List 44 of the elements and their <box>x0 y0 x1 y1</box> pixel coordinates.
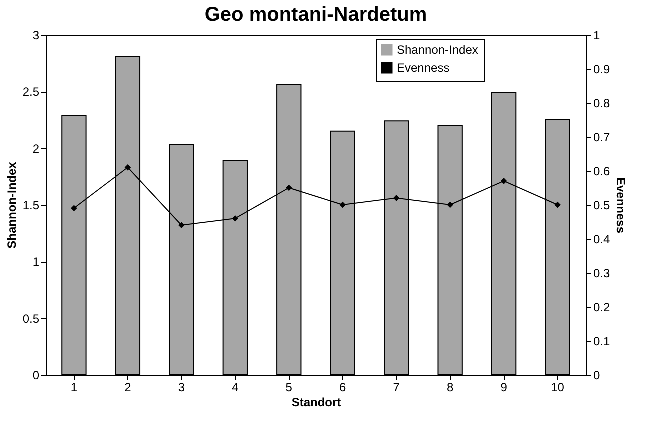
x-tick-label: 7 <box>393 380 400 394</box>
y2-tick-label: 0.1 <box>594 334 611 348</box>
chart-title: Geo montani-Nardetum <box>204 4 428 26</box>
y2-tick-label: 0.8 <box>594 96 611 110</box>
y2-tick-label: 0 <box>594 368 600 382</box>
y2-tick-label: 1 <box>594 28 600 42</box>
y2-tick-label: 0.4 <box>594 232 611 246</box>
y2-tick-label: 0.9 <box>594 62 611 76</box>
legend-label: Shannon-Index <box>397 43 478 57</box>
point <box>124 164 132 171</box>
y2-tick-label: 0.6 <box>594 164 611 178</box>
x-tick-label: 10 <box>551 380 565 394</box>
y-tick-label: 3 <box>32 28 40 42</box>
y-tick-label: 0 <box>32 368 40 382</box>
y-tick-label: 2 <box>32 142 40 156</box>
x-axis-title: Standort <box>292 396 342 410</box>
x-tick-label: 5 <box>286 380 293 394</box>
y2-tick-label: 0.3 <box>594 266 611 280</box>
point <box>178 222 185 229</box>
x-tick-label: 8 <box>446 380 454 394</box>
x-tick-label: 1 <box>70 380 78 394</box>
y2-tick-label: 0.2 <box>594 300 611 314</box>
point <box>286 184 292 192</box>
y2-axis-title: Evenness <box>614 177 628 234</box>
y-tick-label: 1 <box>32 255 40 270</box>
x-tick-label: 3 <box>178 380 186 394</box>
point <box>232 215 239 222</box>
y2-tick-label: 0.7 <box>594 130 611 144</box>
y-tick-label: 2.5 <box>22 85 40 100</box>
legend-label: Evenness <box>397 61 450 75</box>
y-tick-label: 0.5 <box>22 312 40 326</box>
x-tick-label: 6 <box>340 380 347 394</box>
point <box>71 205 78 212</box>
point <box>500 178 508 184</box>
y-axis-title: Shannon-Index <box>4 162 19 249</box>
y-tick-label: 1.5 <box>22 198 40 212</box>
x-tick-label: 2 <box>124 380 132 394</box>
x-tick-label: 4 <box>232 380 240 394</box>
x-tick-label: 9 <box>500 380 508 394</box>
point <box>393 195 400 202</box>
y2-tick-label: 0.5 <box>594 198 611 212</box>
point <box>447 202 454 208</box>
point <box>554 202 561 208</box>
point <box>340 202 346 208</box>
